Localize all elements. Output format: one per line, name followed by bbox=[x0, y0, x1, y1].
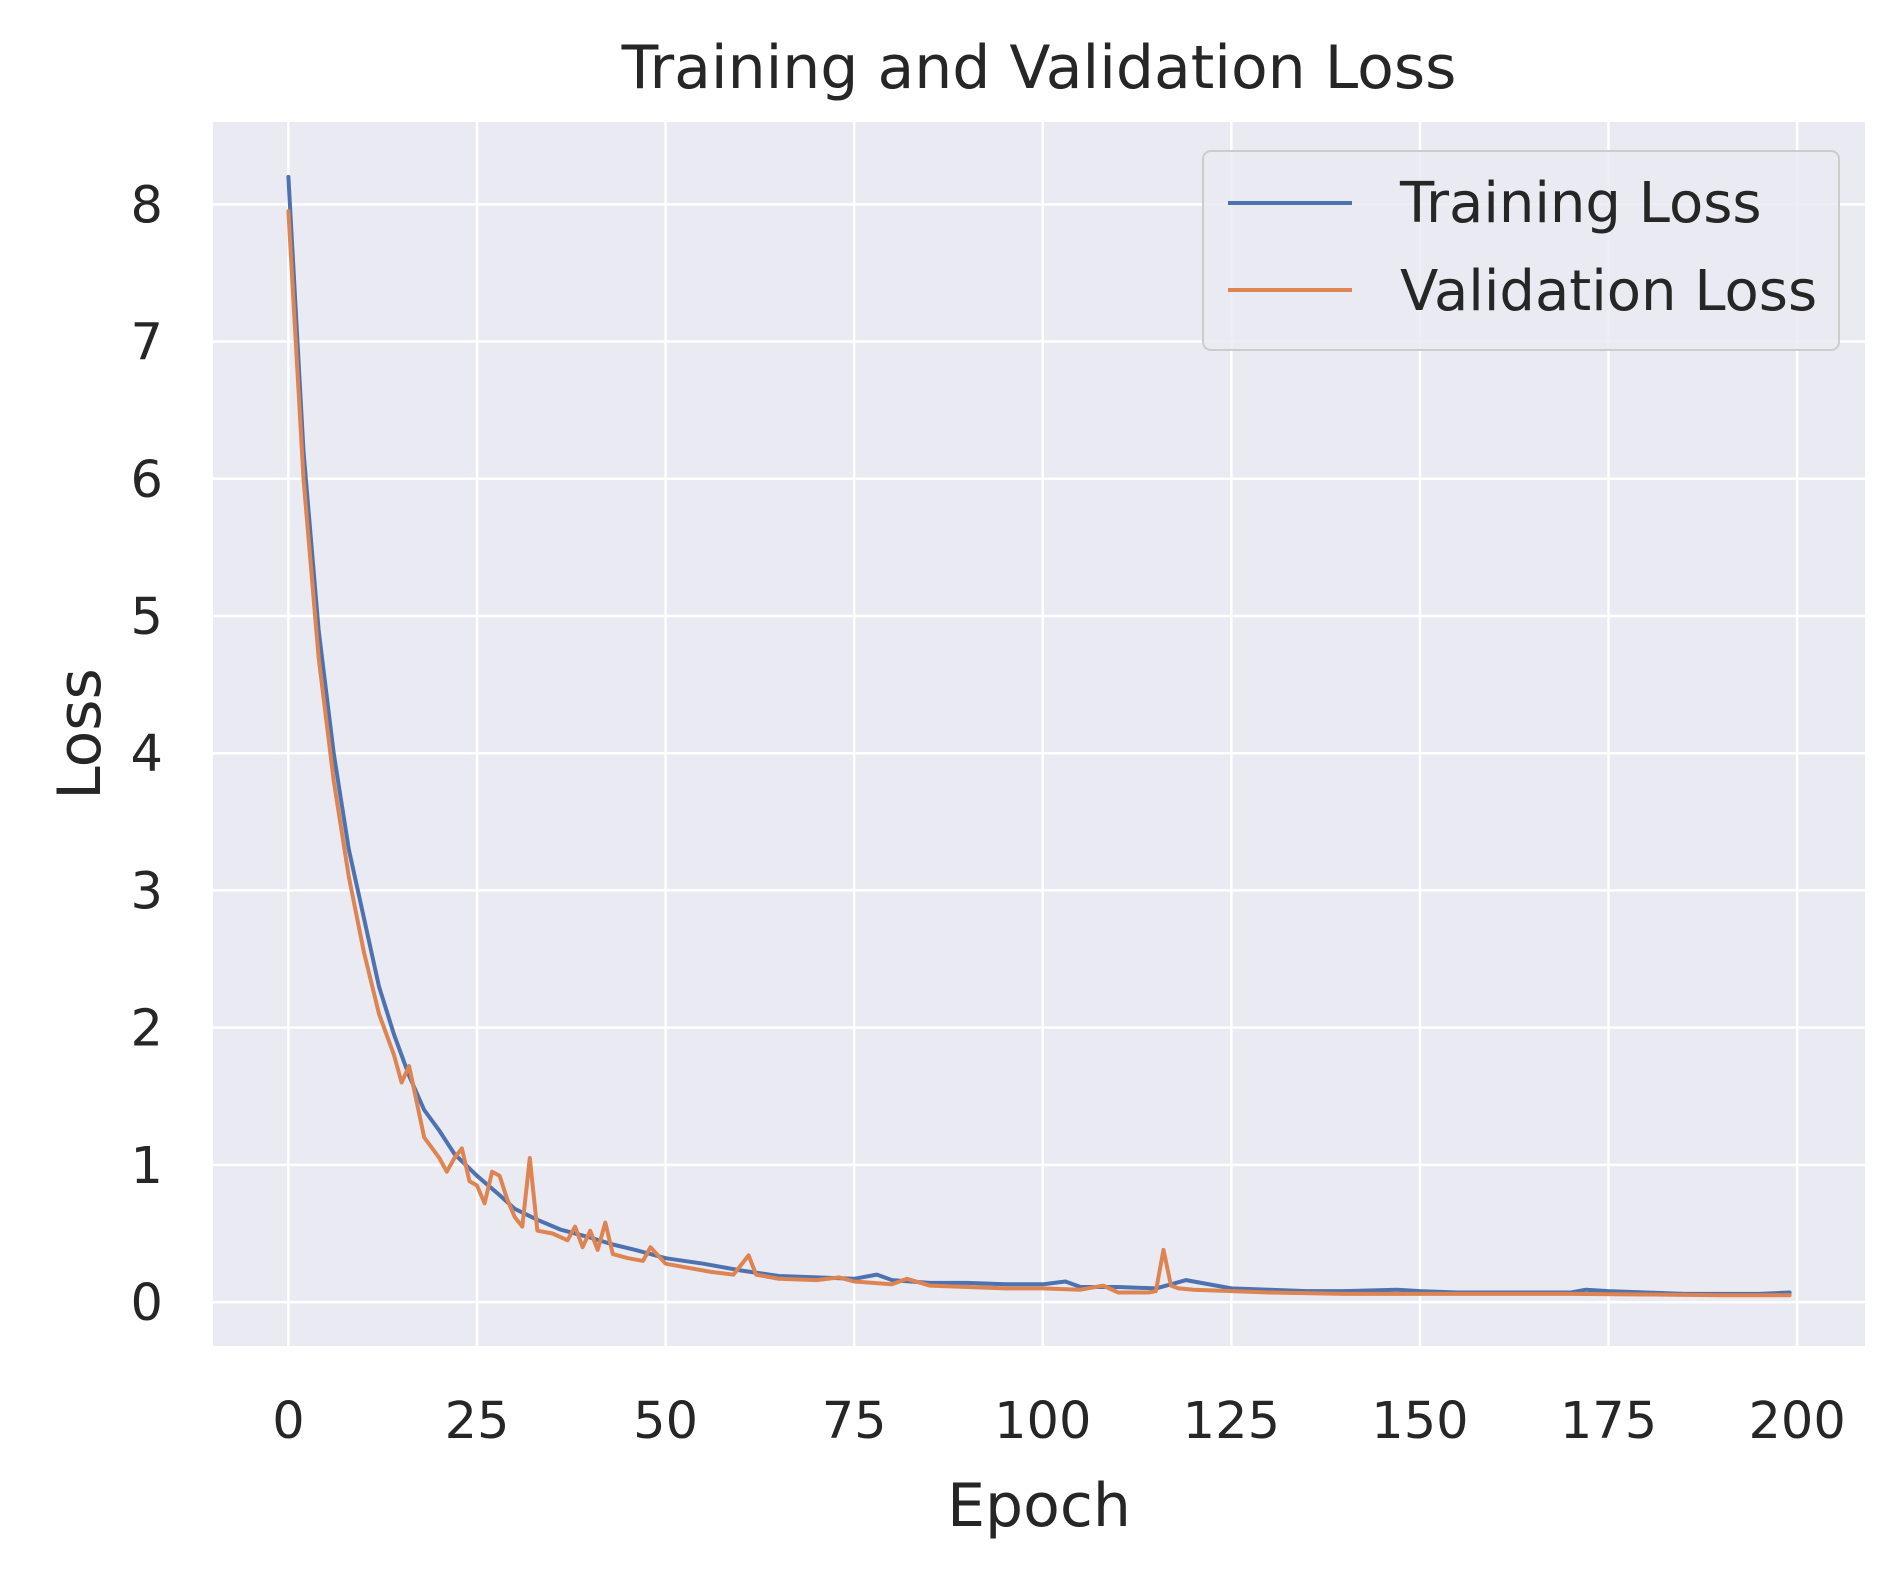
x-tick-label: 200 bbox=[1748, 1392, 1845, 1451]
y-tick-label: 2 bbox=[131, 1000, 163, 1059]
chart-title: Training and Validation Loss bbox=[621, 33, 1457, 103]
y-tick-label: 3 bbox=[131, 862, 163, 921]
y-tick-labels: 0 1 2 3 4 5 6 7 8 bbox=[131, 176, 163, 1333]
legend: Training Loss Validation Loss bbox=[1202, 150, 1840, 351]
x-tick-label: 125 bbox=[1183, 1392, 1280, 1451]
x-tick-label: 150 bbox=[1371, 1392, 1468, 1451]
x-tick-label: 50 bbox=[633, 1392, 698, 1451]
legend-label-training: Training Loss bbox=[1399, 171, 1762, 236]
y-tick-label: 8 bbox=[131, 176, 163, 235]
y-tick-label: 6 bbox=[131, 451, 163, 510]
y-tick-label: 1 bbox=[131, 1137, 163, 1196]
y-tick-label: 5 bbox=[131, 588, 163, 647]
x-tick-labels: 0 25 50 75 100 125 150 175 200 bbox=[272, 1392, 1846, 1451]
x-tick-label: 0 bbox=[272, 1392, 304, 1451]
x-tick-label: 75 bbox=[822, 1392, 887, 1451]
y-tick-label: 0 bbox=[131, 1274, 163, 1333]
validation-loss-line bbox=[286, 209, 1792, 1298]
y-tick-label: 4 bbox=[131, 725, 163, 784]
legend-label-validation: Validation Loss bbox=[1400, 259, 1817, 324]
y-axis-label: Loss bbox=[45, 668, 115, 800]
legend-box bbox=[1202, 150, 1840, 351]
series-lines bbox=[286, 174, 1792, 1298]
x-axis-label: Epoch bbox=[947, 1471, 1131, 1541]
x-tick-label: 100 bbox=[994, 1392, 1091, 1451]
y-tick-label: 7 bbox=[131, 314, 163, 373]
x-tick-label: 25 bbox=[445, 1392, 510, 1451]
x-tick-label: 175 bbox=[1560, 1392, 1657, 1451]
